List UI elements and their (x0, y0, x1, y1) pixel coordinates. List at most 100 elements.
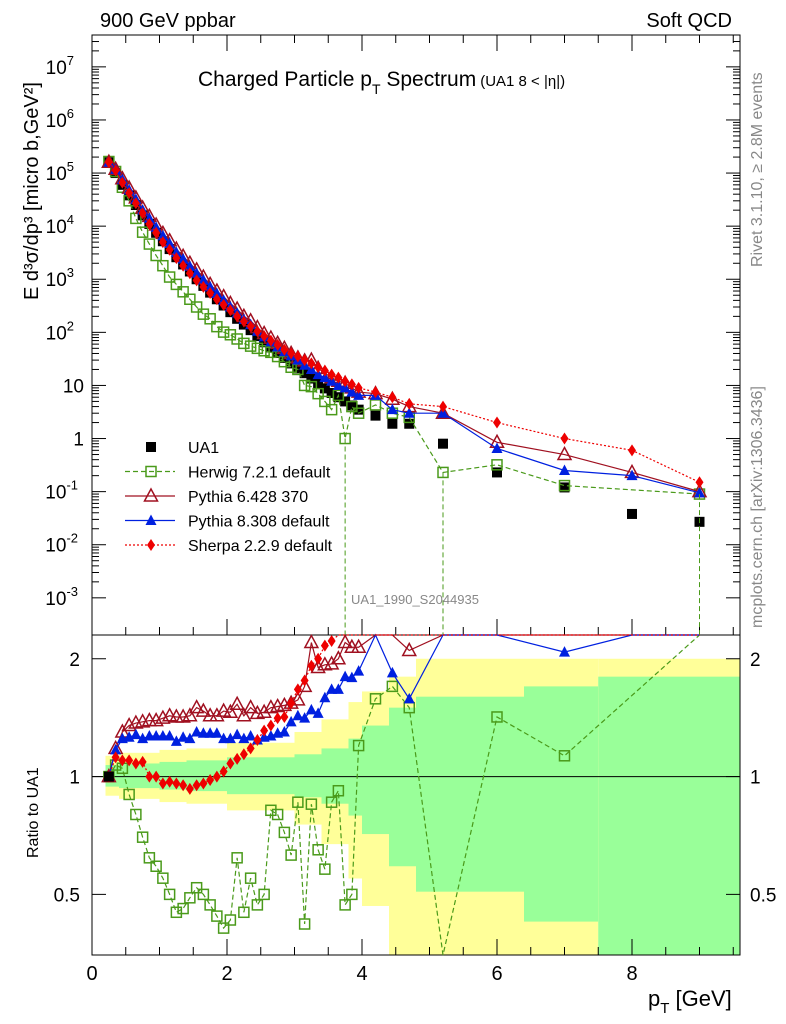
ratio-point (312, 707, 324, 718)
data-point (298, 379, 311, 392)
ratio-point (177, 902, 189, 915)
ratio-line (108, 634, 700, 790)
ratio-point (125, 754, 134, 767)
legend-label: Pythia 6.428 370 (188, 489, 308, 506)
ratio-point (184, 732, 196, 744)
y-tick-label: 1 (73, 430, 84, 451)
y-tick-exponent: 3 (67, 265, 74, 280)
ratio-point (233, 752, 242, 765)
ratio-point (323, 655, 340, 670)
data-point (204, 280, 216, 292)
ratio-point (292, 796, 304, 808)
data-point (491, 442, 503, 453)
ratio-point (310, 658, 326, 674)
data-point (307, 357, 316, 370)
ratio-point (130, 728, 142, 740)
data-point (560, 432, 569, 445)
data-point (185, 267, 194, 280)
ratio-point (246, 742, 255, 755)
ratio-point (215, 702, 232, 717)
ratio-point (303, 633, 320, 649)
ratio-point (403, 692, 415, 704)
x-label-unit: [GeV] (669, 986, 731, 1011)
ratio-point (350, 638, 367, 654)
ratio-point (206, 773, 215, 786)
ratio-point (312, 844, 324, 856)
y-tick-label: 10-1 (45, 478, 78, 504)
data-point (346, 400, 357, 411)
band-green (470, 696, 524, 892)
axis-ticks: 0 2 4 6 810-310-210-11101021031041051061070.… (45, 35, 776, 985)
data-point (239, 315, 248, 328)
data-point (491, 459, 503, 471)
data-point (164, 237, 176, 249)
x-tick-label: 6 (491, 963, 502, 985)
ratio-point (260, 724, 269, 737)
ratio-tick-label: 0.5 (54, 885, 80, 906)
y-tick-exponent: -3 (66, 584, 78, 599)
x-tick-label: 4 (356, 963, 367, 985)
ratio-point (491, 711, 503, 723)
band-green (186, 760, 227, 792)
ratio-point (296, 677, 313, 693)
ratio-point (238, 906, 250, 919)
y-tick-base: 10 (45, 483, 66, 504)
ratio-tick-label-right: 1 (750, 768, 761, 789)
ratio-point (271, 808, 284, 821)
ratio-point (231, 728, 243, 740)
ratio-point (148, 712, 164, 727)
y-tick-exponent: 7 (67, 53, 74, 68)
ratio-point (352, 739, 365, 752)
data-point (319, 395, 331, 408)
x-tick-label: 2 (221, 963, 232, 985)
data-point (326, 388, 337, 399)
ratio-point (320, 639, 329, 652)
data-point (299, 368, 310, 379)
ratio-line (108, 634, 700, 956)
data-point (369, 399, 382, 411)
ratio-point (293, 683, 302, 696)
data-point (212, 293, 221, 306)
ratio-point (110, 743, 122, 755)
data-point (387, 418, 398, 429)
data-point (438, 438, 448, 449)
y-tick-exponent: -1 (66, 478, 78, 493)
ratio-point (258, 888, 270, 901)
ratio-point (346, 888, 358, 901)
ratio-point (211, 910, 223, 922)
ratio-point (103, 771, 114, 782)
data-point (300, 354, 309, 367)
data-point (353, 389, 365, 400)
data-point (131, 197, 140, 210)
x-label-main: p (648, 986, 660, 1011)
ratio-point (157, 872, 169, 884)
ratio-point (276, 696, 293, 712)
ratio-point (118, 754, 127, 767)
data-point (346, 386, 358, 397)
data-point (325, 403, 338, 416)
ratio-point (242, 699, 259, 714)
y-tick-label: 10-3 (45, 584, 78, 610)
header-left: 900 GeV ppbar (100, 10, 236, 32)
data-point (353, 404, 364, 415)
data-point (312, 368, 324, 380)
ratio-point (339, 899, 351, 911)
ratio-point (192, 779, 201, 792)
ratio-point (182, 707, 198, 722)
ratio-point (236, 707, 252, 722)
data-point (287, 347, 296, 360)
ratio-point (280, 710, 289, 723)
ratio-point (332, 784, 345, 797)
ratio-point (184, 892, 196, 904)
data-point (172, 252, 181, 265)
ratio-point (121, 716, 137, 732)
header-right: Soft QCD (646, 10, 732, 32)
data-point (319, 371, 331, 383)
ratio-point (253, 734, 262, 747)
data-point (354, 381, 363, 394)
ratio-point (111, 751, 120, 764)
y-tick-label: 105 (46, 159, 74, 185)
data-point (233, 310, 242, 323)
ratio-point (314, 652, 323, 665)
data-point (211, 287, 223, 298)
